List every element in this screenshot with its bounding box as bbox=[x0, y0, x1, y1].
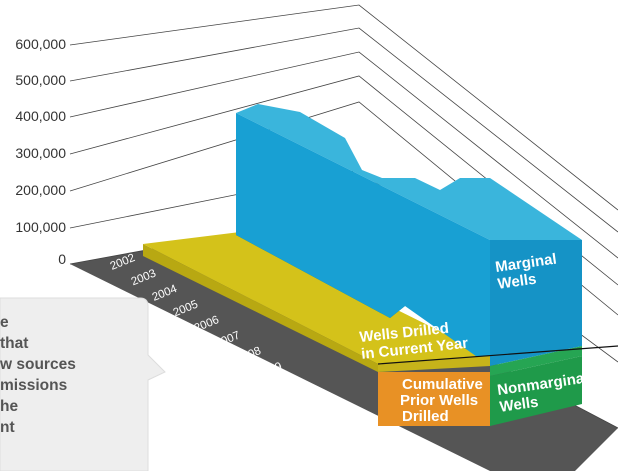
callout-line: he bbox=[0, 398, 18, 415]
series-marginal-front bbox=[490, 240, 582, 366]
current-year-band-top bbox=[143, 232, 490, 364]
gridline bbox=[69, 4, 618, 211]
callout-text: e that w sources missions he nt bbox=[0, 314, 76, 436]
series-marginal-side bbox=[236, 113, 490, 366]
y-tick-label: 200,000 bbox=[15, 182, 66, 198]
series-cumulative-top bbox=[378, 356, 490, 372]
reference-line bbox=[377, 345, 618, 365]
callout-line: e bbox=[0, 314, 9, 331]
x-tick-label: 2008 bbox=[235, 345, 263, 366]
callout-line: missions bbox=[0, 377, 67, 394]
current-year-band-front bbox=[143, 244, 378, 372]
series-label-line: Wells bbox=[497, 271, 538, 293]
gridline bbox=[69, 27, 618, 233]
x-tick-label: 2013 bbox=[340, 423, 368, 444]
x-tick-label: 2009 bbox=[256, 361, 284, 382]
x-tick-label: 2010 bbox=[277, 376, 305, 397]
series-nonmarginal-top bbox=[490, 346, 582, 376]
series-label-cumulative: Cumulative Prior Wells Drilled bbox=[400, 376, 487, 425]
y-tick-label: 300,000 bbox=[15, 145, 66, 161]
series-marginal-top bbox=[236, 104, 582, 240]
callout-line: nt bbox=[0, 419, 15, 436]
y-tick-label: 0 bbox=[58, 251, 66, 267]
x-tick-label: 2012 bbox=[319, 407, 347, 428]
series-label-line: Drilled bbox=[402, 408, 449, 425]
x-tick-label: 2011 bbox=[298, 392, 325, 412]
y-tick-label: 100,000 bbox=[15, 219, 66, 235]
gridline bbox=[69, 51, 618, 259]
y-tick-label: 600,000 bbox=[15, 36, 66, 52]
callout-line: w sources bbox=[0, 356, 76, 373]
y-tick-label: 500,000 bbox=[15, 72, 66, 88]
callout-shape bbox=[0, 297, 166, 471]
series-nonmarginal-front bbox=[490, 356, 582, 426]
y-tick-label: 400,000 bbox=[15, 108, 66, 124]
callout-bubble: e that w sources missions he nt bbox=[0, 297, 166, 471]
series-label-line: Wells bbox=[499, 394, 540, 416]
series-label-line: Prior Wells bbox=[400, 392, 478, 409]
series-label-line: Cumulative bbox=[402, 376, 483, 393]
y-axis: 0 100,000 200,000 300,000 400,000 500,00… bbox=[15, 36, 66, 267]
callout-line: that bbox=[0, 335, 28, 352]
series-cumulative-front bbox=[378, 372, 490, 426]
